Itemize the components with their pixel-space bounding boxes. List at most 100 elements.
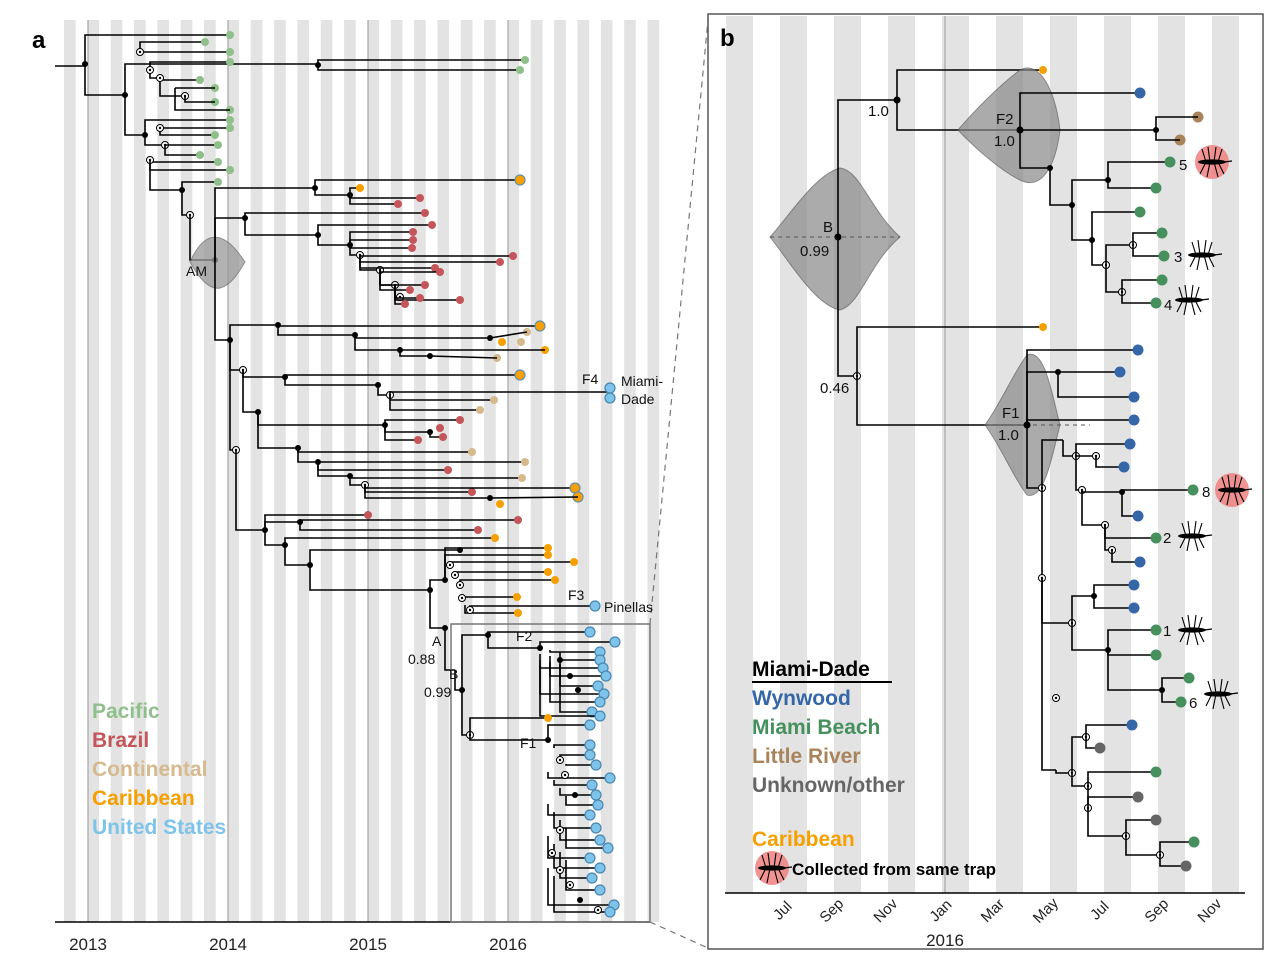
internal-node [577,897,583,903]
panel-a-legend: Pacific Brazil Continental Caribbean Uni… [92,700,226,839]
tree-branch [1111,550,1140,563]
tip-sample [409,228,417,236]
tip-sample [592,680,604,692]
tree-branch [559,754,590,756]
tree-branch [837,99,897,237]
legend-wynwood: Wynwood [752,687,851,710]
tip-sample [594,884,606,896]
tree-branch [284,374,520,377]
mosquito-icon-3 [1188,239,1223,271]
internal-node-center [458,583,462,587]
tip-sample [226,58,234,66]
tree-branch [487,635,540,649]
tree-branch [229,324,278,340]
month-stripe [87,20,100,922]
month-stripe [204,20,216,922]
mosquito-body [1188,252,1216,258]
tip-sample [584,749,596,761]
tree-branch [379,270,410,291]
tip-sample [514,516,522,524]
tip-sample [521,458,529,466]
tree-branch [1107,629,1156,650]
tree-branch [429,579,445,590]
tip-sample [406,286,414,294]
tree-branch [1093,596,1134,609]
tip-sample [1150,766,1162,778]
tip-sample [1150,182,1162,194]
month-stripe [1104,16,1131,893]
mosquito-body [1178,533,1206,539]
tip-sample [1134,87,1146,99]
tree-branch [297,448,318,463]
mosquito-legs [1179,520,1205,552]
tree-branch [1161,690,1181,703]
node-label-f4: F4 [582,371,599,387]
tree-branch [489,331,528,339]
tip-sample [1158,250,1170,262]
internal-node [315,62,321,68]
mosquito-icon-1 [1178,614,1213,646]
tree-branch [1121,489,1193,492]
mosquito-legs [759,852,785,884]
tip-sample [436,424,444,432]
tip-sample [604,906,616,918]
tip-sample [1180,860,1192,872]
tree-branch [1125,836,1160,856]
tree-branch [144,135,165,146]
trap-number-8: 8 [1202,484,1210,501]
mosquito-icon-5 [1195,145,1233,179]
tree-branch [284,377,378,386]
tree-branch [277,325,355,336]
internal-node [572,792,578,798]
month-stripe [227,20,240,922]
internal-node-center [468,608,472,612]
mosquito-icon-8 [1215,473,1253,507]
tree-branch [1132,232,1162,245]
month-stripe [554,20,566,922]
month-stripe [484,20,496,922]
month-stripe [134,20,146,922]
tree-branch [1159,855,1186,867]
node-label-f1: F1 [520,735,537,751]
tip-sample [584,626,596,638]
tip-sample [416,194,424,202]
tree-branch [1155,116,1198,130]
tree-branch [461,634,488,690]
tip-sample [444,466,452,474]
tip-sample [517,338,525,346]
tree-branch [429,590,445,629]
tree-branch [1019,130,1050,169]
internal-node-center [453,573,457,577]
month-stripe [157,20,170,922]
tree-branch [539,666,600,717]
tree-branch [1125,819,1156,836]
tip-sample [226,48,234,56]
tree-branch [464,605,518,614]
tip-sample [421,209,429,217]
tip-sample [584,809,596,821]
tree-branch [487,631,590,635]
tree-branch [309,565,430,591]
b-node-label-f1: F1 [1002,405,1020,422]
tree-branch [299,519,518,522]
month-stripe [1158,16,1185,893]
tree-branch [565,764,596,766]
tip-sample [436,268,444,276]
tip-sample [1128,414,1140,426]
tip-sample [491,534,499,542]
panel-b-month-ticks: Jul Sep Nov Jan Mar May Jul Sep Nov 2016 [770,894,1226,950]
tip-sample [214,141,222,149]
mosquito-legs [1219,474,1245,506]
tree-branch [257,412,298,449]
tree-branch [277,325,540,327]
mosquito-body [1204,691,1232,697]
tree-branch [359,255,435,269]
mosquito-body [1178,627,1206,633]
tip-sample [196,76,204,84]
tip-sample [409,236,417,244]
tip-sample [534,320,546,332]
internal-node [567,673,573,679]
tree-branch [139,41,205,52]
tip-sample [226,116,234,124]
tree-branch [164,145,200,156]
